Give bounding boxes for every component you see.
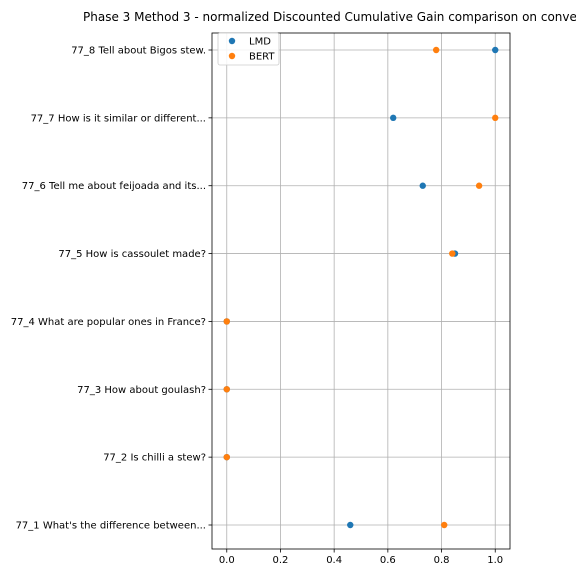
legend-label-lmd: LMD (249, 37, 271, 48)
legend: LMD BERT (217, 32, 280, 66)
point-bert (432, 46, 440, 54)
point-lmd (390, 114, 397, 122)
x-tick-label: 1.0 (487, 555, 503, 566)
x-tick-label: 0.6 (380, 555, 396, 566)
grid (212, 33, 510, 549)
x-tick-label: 0.0 (219, 555, 235, 566)
plot-area (211, 32, 511, 550)
y-tick-label: 77_1 What's the difference between... (16, 521, 206, 532)
point-bert (441, 521, 448, 529)
point-bert (475, 182, 483, 189)
y-tick-label: 77_6 Tell me about feijoada and its... (22, 181, 206, 192)
x-tick-label: 0.2 (273, 555, 289, 566)
legend-marker-lmd (228, 37, 236, 45)
point-lmd (347, 521, 354, 529)
chart-title: Phase 3 Method 3 - normalized Discounted… (83, 10, 576, 24)
point-bert (223, 318, 230, 325)
y-tick-label: 77_4 What are popular ones in France? (11, 317, 206, 328)
point-bert (449, 250, 456, 257)
y-tick-label: 77_7 How is it similar or different... (31, 113, 206, 124)
data-points (223, 46, 499, 529)
axis-ticks: 0.0 0.2 0.4 0.6 0.8 1.0 77_1 What's the differ… (11, 46, 503, 567)
y-tick-label: 77_2 Is chilli a stew? (103, 453, 206, 464)
point-lmd (419, 182, 426, 189)
y-tick-label: 77_3 How about goulash? (77, 385, 206, 396)
legend-marker-bert (228, 52, 236, 60)
point-bert (492, 114, 499, 122)
legend-label-bert: BERT (249, 52, 275, 63)
point-lmd (492, 46, 499, 54)
point-bert (223, 453, 230, 461)
y-tick-label: 77_5 How is cassoulet made? (58, 249, 206, 260)
y-tick-label: 77_8 Tell about Bigos stew. (71, 46, 206, 57)
x-tick-label: 0.8 (434, 555, 450, 566)
point-bert (223, 386, 230, 393)
x-tick-label: 0.4 (326, 555, 342, 566)
